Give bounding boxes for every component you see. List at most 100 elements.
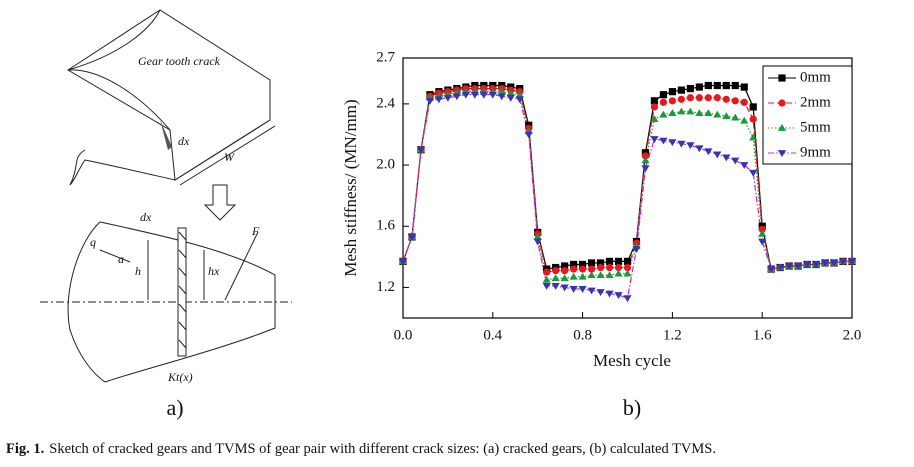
marker (686, 107, 695, 115)
gear-sketch-bottom (40, 221, 292, 383)
marker (731, 157, 740, 165)
marker (677, 140, 686, 148)
x-tick-label: 0.8 (573, 327, 592, 343)
marker (650, 115, 659, 123)
marker (659, 110, 668, 118)
marker (749, 103, 757, 111)
marker (533, 232, 542, 240)
marker (497, 87, 506, 95)
marker (506, 94, 515, 102)
marker (579, 265, 587, 273)
marker (443, 94, 452, 102)
marker (416, 146, 426, 154)
marker (677, 86, 685, 94)
marker (713, 151, 722, 159)
marker (614, 263, 623, 272)
marker (704, 81, 712, 90)
legend-label: 0mm (800, 69, 831, 85)
x-tick-label: 1.2 (663, 327, 682, 343)
marker (398, 258, 408, 266)
marker (569, 286, 578, 293)
marker (695, 83, 703, 91)
marker (713, 94, 721, 102)
marker (543, 268, 551, 276)
marker (434, 96, 444, 104)
marker (695, 109, 704, 116)
marker (778, 99, 786, 107)
f-label: F (251, 224, 260, 238)
y-tick-label: 1.6 (376, 218, 395, 234)
marker (596, 259, 605, 267)
marker (668, 97, 677, 105)
marker (623, 295, 632, 303)
marker (570, 265, 578, 273)
x-axis-label: Mesh cycle (593, 351, 671, 370)
marker (777, 150, 787, 157)
marker (596, 271, 605, 279)
marker (569, 272, 578, 280)
marker (641, 152, 650, 160)
marker (677, 107, 686, 115)
marker (794, 263, 803, 270)
marker (668, 109, 677, 116)
marker (731, 113, 740, 121)
x-tick-label: 2.0 (843, 327, 862, 343)
marker (650, 97, 659, 105)
marker (596, 289, 605, 296)
legend: 0mm 2mm 5mm 9mm (762, 65, 853, 165)
marker (749, 169, 758, 177)
marker (659, 137, 668, 145)
marker (579, 260, 587, 269)
marker (470, 91, 479, 99)
marker (749, 133, 758, 141)
caption: Fig. 1. Sketch of cracked gears and TVMS … (6, 441, 716, 457)
marker (623, 257, 632, 266)
marker (668, 88, 676, 96)
marker (515, 96, 524, 104)
marker (785, 263, 794, 270)
marker (515, 90, 524, 98)
marker (560, 284, 569, 292)
marker (605, 263, 614, 272)
w-label: W (224, 150, 235, 164)
marker (731, 97, 739, 105)
marker (596, 263, 605, 272)
marker (740, 116, 749, 124)
x-tick-label: 1.6 (753, 327, 772, 343)
marker (542, 283, 551, 290)
marker (731, 81, 739, 90)
marker (425, 97, 435, 105)
down-arrow (203, 184, 237, 221)
marker (722, 154, 731, 162)
marker (847, 258, 857, 266)
marker (713, 81, 721, 90)
marker (479, 91, 488, 99)
kt-label: Kt(x) (167, 370, 193, 384)
marker (452, 93, 461, 101)
marker (623, 263, 632, 272)
marker (829, 260, 839, 267)
marker (722, 112, 731, 119)
marker (650, 103, 659, 111)
marker (560, 274, 569, 282)
marker (641, 156, 650, 164)
marker (740, 83, 748, 91)
marker (614, 257, 623, 266)
marker (776, 264, 785, 272)
hx-label: hx (208, 264, 220, 278)
marker (524, 131, 533, 139)
marker (587, 271, 596, 279)
marker (605, 257, 614, 266)
marker (561, 266, 569, 275)
marker (740, 162, 749, 170)
marker (811, 261, 821, 269)
marker (767, 266, 776, 274)
marker (677, 95, 685, 103)
marker (758, 238, 767, 246)
marker (570, 260, 578, 269)
marker (552, 266, 560, 275)
marker (488, 91, 497, 99)
plot-frame (402, 57, 853, 319)
legend-label: 5mm (800, 119, 831, 135)
